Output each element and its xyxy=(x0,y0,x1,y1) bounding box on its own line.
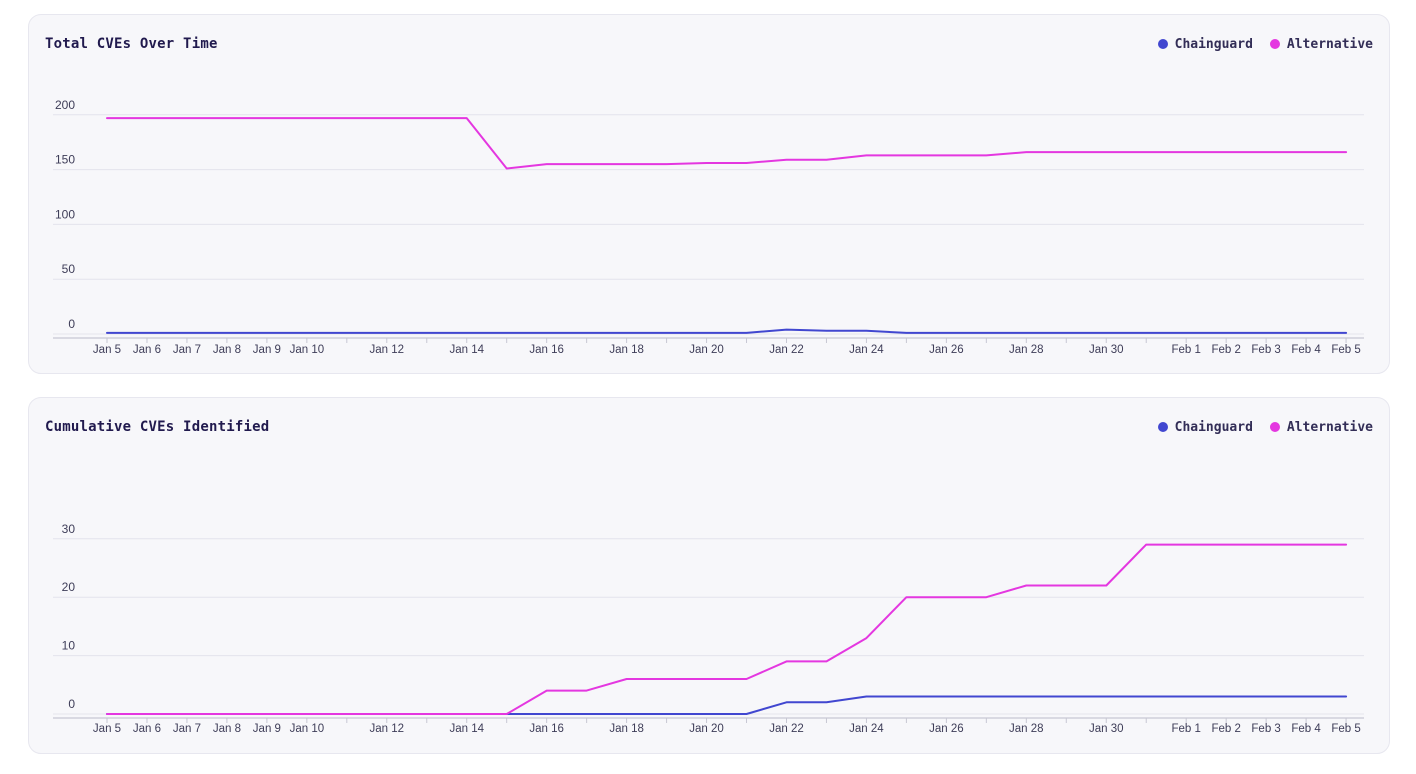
legend-dot-chainguard-icon xyxy=(1157,422,1168,432)
y-axis-label: 50 xyxy=(62,262,76,276)
x-axis-label: Jan 18 xyxy=(609,344,644,356)
x-axis-label: Jan 9 xyxy=(253,723,281,735)
x-axis-label: Jan 26 xyxy=(929,723,964,735)
x-axis-label: Jan 5 xyxy=(93,344,121,356)
x-axis-label: Jan 6 xyxy=(133,723,161,735)
x-axis-label: Jan 24 xyxy=(849,344,884,356)
x-axis-label: Feb 2 xyxy=(1211,344,1240,356)
y-axis-label: 0 xyxy=(68,697,75,711)
y-axis-label: 10 xyxy=(62,639,76,653)
legend-item-chainguard: Chainguard xyxy=(1157,419,1253,435)
x-axis-label: Jan 7 xyxy=(173,723,201,735)
x-axis-label: Feb 2 xyxy=(1211,723,1240,735)
chart-title: Cumulative CVEs Identified xyxy=(45,419,270,435)
x-axis-label: Jan 22 xyxy=(769,344,804,356)
chart-card-cumulative-cves: Cumulative CVEs Identified Chainguard Al… xyxy=(28,397,1390,754)
chart-header: Total CVEs Over Time Chainguard Alternat… xyxy=(29,15,1389,52)
x-axis-label: Jan 12 xyxy=(370,723,405,735)
x-axis-label: Jan 20 xyxy=(689,344,724,356)
x-axis-label: Jan 12 xyxy=(370,344,405,356)
x-axis-label: Feb 4 xyxy=(1291,344,1321,356)
x-axis-label: Feb 3 xyxy=(1251,344,1280,356)
x-axis-label: Jan 9 xyxy=(253,344,281,356)
y-axis-label: 30 xyxy=(62,522,76,536)
x-axis-label: Jan 16 xyxy=(529,723,564,735)
x-axis-label: Jan 20 xyxy=(689,723,724,735)
x-axis-label: Jan 7 xyxy=(173,344,201,356)
x-axis-label: Feb 4 xyxy=(1291,723,1321,735)
cumulative-cves-line-chart-canvas: 0 10 20 30 Jan 5 Jan 6 Jan 7 Jan 8 Jan 9 Jan 10 Ja… xyxy=(53,522,1364,735)
legend-item-chainguard: Chainguard xyxy=(1157,36,1253,52)
y-axis-label: 0 xyxy=(68,317,75,331)
x-axis-label: Jan 18 xyxy=(609,723,644,735)
y-axis-label: 20 xyxy=(62,580,76,594)
series-line-chainguard xyxy=(106,695,1348,715)
y-axis-label: 150 xyxy=(55,153,75,167)
x-axis-label: Jan 14 xyxy=(449,344,484,356)
chart-title: Total CVEs Over Time xyxy=(45,36,218,52)
x-axis-label: Feb 5 xyxy=(1331,723,1360,735)
x-axis-label: Jan 6 xyxy=(133,344,161,356)
legend-dot-chainguard-icon xyxy=(1157,39,1168,49)
x-axis-label: Jan 30 xyxy=(1089,344,1124,356)
x-axis-label: Jan 16 xyxy=(529,344,564,356)
legend: Chainguard Alternative xyxy=(1157,419,1373,435)
legend-item-alternative: Alternative xyxy=(1269,419,1373,435)
legend-dot-alternative-icon xyxy=(1269,422,1280,432)
legend-label-alternative: Alternative xyxy=(1286,36,1373,52)
x-axis-label: Jan 10 xyxy=(290,344,325,356)
legend: Chainguard Alternative xyxy=(1157,36,1373,52)
x-axis-label: Jan 28 xyxy=(1009,344,1044,356)
y-axis-label: 100 xyxy=(55,207,75,221)
legend-item-alternative: Alternative xyxy=(1269,36,1373,52)
series-line-chainguard xyxy=(106,328,1348,334)
x-axis-label: Feb 5 xyxy=(1331,344,1360,356)
x-axis-label: Jan 8 xyxy=(213,723,241,735)
x-axis-label: Jan 28 xyxy=(1009,723,1044,735)
x-axis-label: Jan 14 xyxy=(449,723,484,735)
legend-label-chainguard: Chainguard xyxy=(1174,36,1253,52)
y-axis-label: 200 xyxy=(55,98,75,112)
x-axis-label: Jan 30 xyxy=(1089,723,1124,735)
x-axis-label: Jan 10 xyxy=(290,723,325,735)
x-axis-label: Feb 1 xyxy=(1171,723,1200,735)
series-line-alternative xyxy=(106,117,1348,170)
legend-dot-alternative-icon xyxy=(1269,39,1280,49)
x-axis-label: Feb 1 xyxy=(1171,344,1200,356)
x-axis-label: Jan 22 xyxy=(769,723,804,735)
chart-card-total-cves: Total CVEs Over Time Chainguard Alternat… xyxy=(28,14,1390,374)
legend-label-alternative: Alternative xyxy=(1286,419,1373,435)
series-line-alternative xyxy=(106,543,1348,715)
total-cves-line-chart-canvas: 0 50 100 150 200 Jan 5 Jan 6 Jan 7 Jan 8 Jan 9 Jan… xyxy=(53,98,1364,356)
legend-label-chainguard: Chainguard xyxy=(1174,419,1253,435)
x-axis-label: Feb 3 xyxy=(1251,723,1280,735)
x-axis-label: Jan 5 xyxy=(93,723,121,735)
chart-header: Cumulative CVEs Identified Chainguard Al… xyxy=(29,398,1389,435)
x-axis-label: Jan 24 xyxy=(849,723,884,735)
x-axis-label: Jan 26 xyxy=(929,344,964,356)
x-axis-label: Jan 8 xyxy=(213,344,241,356)
